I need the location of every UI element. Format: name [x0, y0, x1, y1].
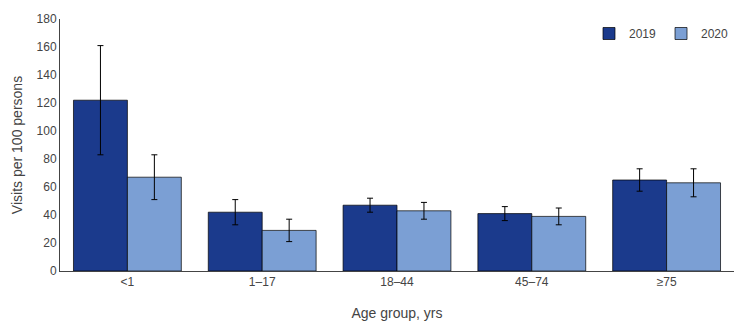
svg-text:45–74: 45–74: [515, 275, 549, 289]
svg-text:2020: 2020: [701, 27, 728, 41]
svg-text:140: 140: [37, 68, 57, 82]
svg-text:<1: <1: [121, 275, 135, 289]
svg-text:0: 0: [50, 264, 57, 278]
svg-text:40: 40: [43, 208, 57, 222]
svg-text:2019: 2019: [629, 27, 656, 41]
svg-text:20: 20: [43, 236, 57, 250]
svg-text:Age group, yrs: Age group, yrs: [351, 305, 442, 321]
svg-text:Visits per 100 persons: Visits per 100 persons: [9, 76, 25, 214]
svg-text:120: 120: [37, 96, 57, 110]
svg-text:60: 60: [43, 180, 57, 194]
svg-text:18–44: 18–44: [380, 275, 414, 289]
svg-text:80: 80: [43, 152, 57, 166]
svg-text:≥75: ≥75: [657, 275, 677, 289]
svg-text:100: 100: [37, 124, 57, 138]
svg-text:160: 160: [37, 40, 57, 54]
svg-text:1–17: 1–17: [249, 275, 276, 289]
svg-text:180: 180: [37, 12, 57, 26]
